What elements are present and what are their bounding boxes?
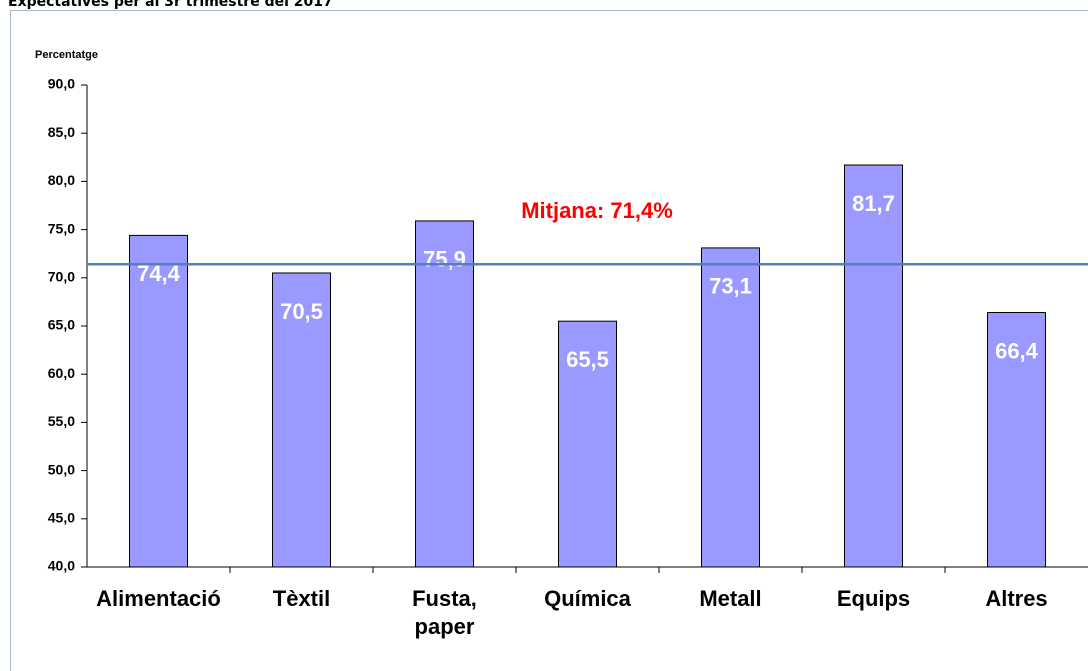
y-tick-label: 90,0 xyxy=(48,76,75,92)
y-tick-label: 55,0 xyxy=(48,413,75,429)
y-tick-label: 75,0 xyxy=(48,220,75,236)
bar xyxy=(844,164,903,568)
y-tick-label: 60,0 xyxy=(48,365,75,381)
value-label: 65,5 xyxy=(566,347,609,372)
y-tick-label: 45,0 xyxy=(48,510,75,526)
bar xyxy=(129,234,188,568)
value-label: 66,4 xyxy=(995,338,1039,363)
y-tick-label: 70,0 xyxy=(48,269,75,285)
x-tick-label: Equips xyxy=(836,586,911,611)
x-tick-label: Alimentació xyxy=(96,586,221,611)
chart-title: Expectatives per al 3r trimestre del 201… xyxy=(8,0,333,10)
y-tick-label: 65,0 xyxy=(48,317,75,333)
bar xyxy=(415,220,474,568)
value-label: 75,9 xyxy=(423,247,466,272)
x-tick-label: Altres xyxy=(985,586,1048,611)
value-label: 73,1 xyxy=(709,274,752,299)
x-tick-label: Fusta, paper xyxy=(412,586,477,639)
y-tick-label: 50,0 xyxy=(48,461,75,477)
bar xyxy=(558,320,617,568)
y-axis-label: Percentatge xyxy=(35,49,98,61)
x-tick-label: Química xyxy=(544,586,631,611)
y-tick-label: 80,0 xyxy=(48,172,75,188)
reference-label: Mitjana: 71,4% xyxy=(521,198,673,223)
chart-frame xyxy=(10,10,1088,671)
value-label: 81,7 xyxy=(852,191,895,216)
y-tick-label: 85,0 xyxy=(48,124,75,140)
y-tick-label: 40,0 xyxy=(48,558,75,574)
x-tick-label: Metall xyxy=(699,586,762,611)
x-tick-label: Tèxtil xyxy=(272,586,331,611)
value-label: 70,5 xyxy=(280,299,323,324)
bar xyxy=(272,272,331,568)
bar xyxy=(701,247,760,568)
